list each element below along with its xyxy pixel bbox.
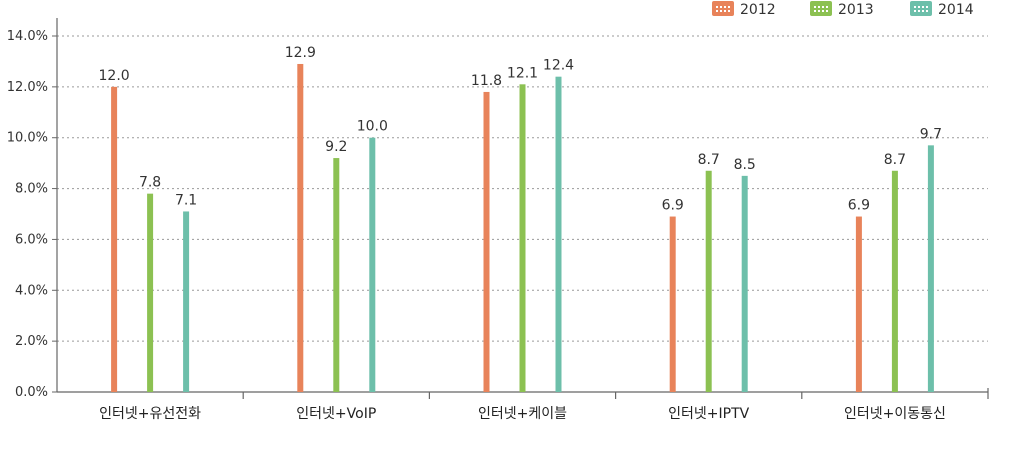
legend-swatch-dot [914,10,916,12]
legend-swatch-dot [926,6,928,8]
bar-2014 [555,76,562,392]
value-label: 12.0 [99,68,130,84]
bars [111,63,934,393]
value-label: 8.7 [884,152,906,168]
legend-swatch-dot [814,10,816,12]
bar-2013 [147,193,154,392]
legend-swatch-dot [724,10,726,12]
y-tick-label: 8.0% [15,182,48,197]
legend-swatch-dot [716,10,718,12]
bar-2014 [369,137,376,392]
y-tick-label: 10.0% [7,131,48,146]
bar-2013 [333,158,340,392]
y-tick-label: 6.0% [15,232,48,247]
category-label: 인터넷+이동통신 [844,406,946,422]
value-label: 7.8 [139,175,161,191]
legend-label: 2014 [938,2,974,18]
legend-swatch-dot [918,6,920,8]
bar-2013 [891,170,898,392]
bar-2014 [927,145,934,392]
bar-2012 [297,63,304,392]
legend-swatch [910,1,932,16]
legend-swatch-dot [914,6,916,8]
legend-item-2012: 2012 [712,1,776,18]
legend-swatch-dot [918,10,920,12]
legend-swatch-dot [814,6,816,8]
legend-swatch-dot [716,6,718,8]
legend-swatch-dot [818,6,820,8]
y-tick-label: 12.0% [7,80,48,95]
legend-swatch [712,1,734,16]
category-label: 인터넷+케이블 [478,406,567,422]
bar-2014 [183,211,190,392]
legend-swatch-dot [922,10,924,12]
y-tick-label: 0.0% [15,385,48,400]
value-label: 9.2 [325,139,347,155]
bar-2012 [483,91,490,392]
y-tick-label: 14.0% [7,29,48,44]
legend-swatch-dot [720,6,722,8]
value-label: 8.5 [734,157,756,173]
legend-swatch-dot [822,10,824,12]
legend: 2012 2013 2014 [712,1,974,18]
bar-2012 [855,216,862,392]
value-label: 10.0 [357,119,388,135]
category-label: 인터넷+VoIP [296,406,376,422]
value-label: 12.9 [285,45,316,61]
bar-2013 [519,84,526,393]
value-label: 12.4 [543,58,574,74]
value-label: 11.8 [471,73,502,89]
legend-label: 2012 [740,2,776,18]
value-label: 6.9 [848,198,870,214]
value-label: 6.9 [662,198,684,214]
bar-2013 [705,170,712,392]
legend-label: 2013 [838,2,874,18]
legend-swatch-dot [926,10,928,12]
legend-swatch-dot [922,6,924,8]
y-tick-labels: 0.0% 2.0% 4.0% 6.0% 8.0% 10.0% 12.0% 14.0% [7,29,48,400]
legend-swatch-dot [818,10,820,12]
legend-swatch-dot [822,6,824,8]
legend-item-2014: 2014 [910,1,974,18]
value-label: 8.7 [698,152,720,168]
bar-2012 [669,216,676,392]
value-label: 9.7 [920,126,942,142]
legend-swatch-dot [724,6,726,8]
legend-swatch-dot [826,10,828,12]
category-label: 인터넷+IPTV [668,406,749,422]
legend-swatch [810,1,832,16]
legend-swatch-dot [728,6,730,8]
bar-2012 [111,86,118,392]
value-label: 12.1 [507,65,538,81]
category-label: 인터넷+유선전화 [99,406,201,422]
legend-swatch-dot [826,6,828,8]
legend-item-2013: 2013 [810,1,874,18]
bar-2014 [741,175,748,392]
category-labels: 인터넷+유선전화 인터넷+VoIP 인터넷+케이블 인터넷+IPTV 인터넷+이동통신 [99,406,946,422]
y-tick-label: 2.0% [15,334,48,349]
legend-swatch-dot [720,10,722,12]
y-tick-label: 4.0% [15,283,48,298]
value-label: 7.1 [175,192,197,208]
legend-swatch-dot [728,10,730,12]
value-labels: 12.0 7.8 7.1 12.9 9.2 10.0 11.8 12.1 12.4 6.9 8.7 8… [99,45,943,214]
